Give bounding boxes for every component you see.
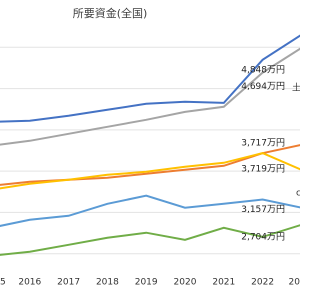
chart: 所要資金(全国) 5 2016 2017 2018 2019 2020 2021 2022 20… bbox=[0, 6, 300, 288]
series-line bbox=[0, 47, 300, 146]
x-tick-label: 2018 bbox=[96, 278, 119, 288]
x-tick-label: 2022 bbox=[251, 278, 274, 288]
annotation: c bbox=[296, 189, 300, 199]
series-line bbox=[0, 144, 300, 186]
series-line bbox=[0, 194, 300, 227]
x-tick-label: 2017 bbox=[57, 278, 80, 288]
data-label: 3,717万円 bbox=[241, 138, 285, 149]
series-line bbox=[0, 34, 300, 123]
chart-title: 所要資金(全国) bbox=[73, 6, 148, 20]
data-label: 3,157万円 bbox=[241, 204, 285, 215]
annotation: 土 bbox=[292, 82, 300, 94]
data-label: 4,694万円 bbox=[241, 81, 285, 92]
x-tick-label: 20 bbox=[289, 278, 300, 288]
x-tick-label: 2016 bbox=[18, 278, 41, 288]
data-label: 2,704万円 bbox=[241, 231, 285, 242]
x-tick-label: 2020 bbox=[174, 278, 197, 288]
x-tick-label: 5 bbox=[0, 278, 6, 288]
data-label: 4,848万円 bbox=[241, 64, 285, 75]
series-line bbox=[0, 224, 300, 256]
x-tick-label: 2019 bbox=[135, 278, 158, 288]
x-tick-label: 2021 bbox=[212, 278, 235, 288]
series-line bbox=[0, 152, 300, 190]
data-label: 3,719万円 bbox=[241, 164, 285, 175]
